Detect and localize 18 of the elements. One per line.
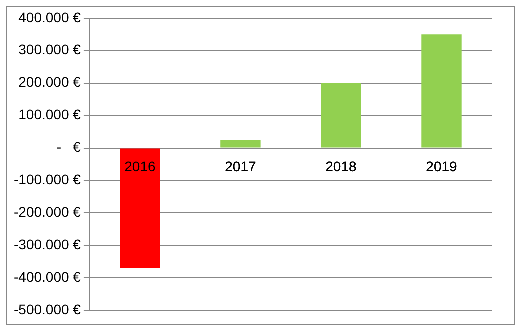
bar [220, 140, 261, 148]
y-tick-label: -100.000 € [14, 172, 82, 188]
x-tick-label: 2018 [326, 158, 358, 175]
y-tick-label: 100.000 € [18, 106, 82, 123]
y-tick-label: -200.000 € [14, 204, 82, 220]
bar [422, 34, 462, 148]
y-tick-label: - € [56, 139, 82, 156]
y-tick-label: -300.000 € [14, 236, 82, 253]
y-tick-label: -400.000 € [14, 268, 82, 285]
bar [321, 83, 362, 148]
y-tick-label: 400.000 € [18, 9, 82, 26]
x-tick-label: 2019 [426, 158, 458, 175]
y-tick-label: -500.000 € [14, 301, 82, 318]
y-tick-label: 300.000 € [18, 42, 82, 58]
y-tick-label: 200.000 € [18, 74, 82, 90]
x-tick-label: 2016 [124, 158, 156, 175]
bar [120, 148, 160, 268]
x-tick-label: 2017 [225, 158, 256, 175]
